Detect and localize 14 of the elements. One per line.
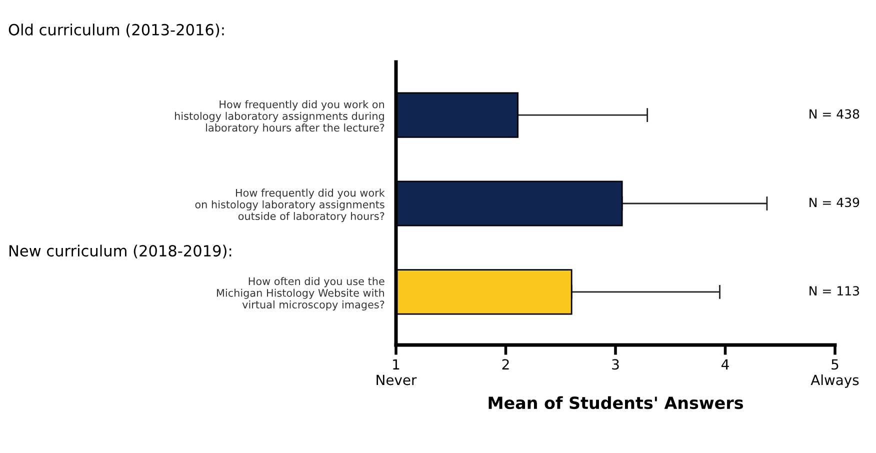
y-tick-label: How frequently did you work on histology laboratory assignments outside of laboratory hours?: [195, 188, 385, 222]
y-tick-label: How often did you use the Michigan Histology Website with virtual microscopy images?: [217, 277, 384, 311]
x-axis-title: Mean of Students' Answers: [488, 396, 743, 410]
x-tick-label: 3: [612, 359, 619, 370]
annotation: N = 439: [810, 198, 860, 208]
x-tick-label: 1 Never: [376, 359, 417, 386]
annotation: N = 438: [810, 109, 860, 119]
x-tick-label: 4: [722, 359, 729, 370]
text: Old curriculum (2013-2016):: [8, 24, 224, 38]
text: New curriculum (2018-2019):: [10, 244, 232, 258]
x-tick-label: 5 Always: [810, 359, 859, 388]
x-tick-label: 2: [502, 359, 509, 370]
y-tick-label: How frequently did you work on histology laboratory assignments during laboratory hours after the lecture?: [175, 100, 384, 134]
annotation: N = 113: [810, 286, 859, 296]
